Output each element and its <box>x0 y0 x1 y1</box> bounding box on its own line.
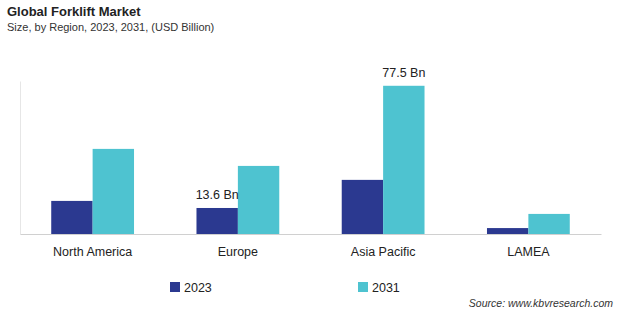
x-tick: LAMEA <box>507 234 550 259</box>
bars <box>51 86 570 234</box>
bar <box>238 166 279 234</box>
legend-label: 2023 <box>184 281 212 295</box>
bar <box>51 201 92 234</box>
x-tick-label: Europe <box>218 245 258 259</box>
subtitle: Size, by Region, 2023, 2031, (USD Billio… <box>7 21 214 33</box>
bar <box>487 228 528 234</box>
x-tick-label: North America <box>53 245 132 259</box>
x-tick: Europe <box>218 234 258 259</box>
x-axis-line <box>21 234 602 235</box>
bar <box>93 149 134 234</box>
data-label: 13.6 Bn <box>196 188 239 202</box>
data-label: 77.5 Bn <box>382 66 425 80</box>
x-tick: Asia Pacific <box>351 234 416 259</box>
legend: 2023 2031 <box>170 281 400 295</box>
x-tick-label: Asia Pacific <box>351 245 416 259</box>
chart: Global Forklift Market Size, by Region, 2… <box>0 0 619 322</box>
bar <box>528 214 569 234</box>
bar <box>383 86 424 234</box>
y-axis-line <box>20 82 21 235</box>
x-axis: North America Europe Asia Pacific LAMEA <box>21 234 602 259</box>
legend-label: 2031 <box>372 281 400 295</box>
y-axis <box>20 82 21 235</box>
x-tick-label: LAMEA <box>507 245 550 259</box>
bar <box>196 208 237 234</box>
title: Global Forklift Market <box>7 4 141 19</box>
bar <box>342 180 383 234</box>
legend-swatch <box>170 282 180 292</box>
legend-swatch <box>358 282 368 292</box>
source: Source: www.kbvresearch.com <box>469 297 613 309</box>
x-tick: North America <box>53 234 132 259</box>
